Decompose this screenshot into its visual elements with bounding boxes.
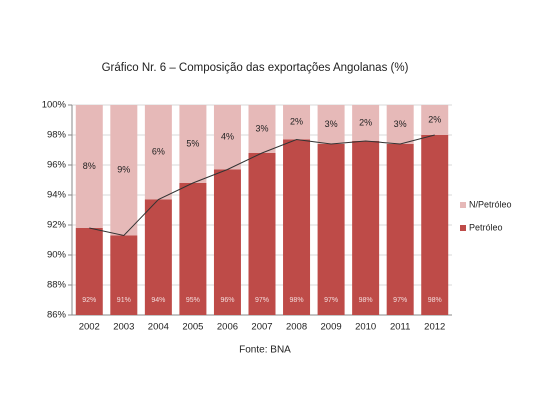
x-tick-label: 2003 xyxy=(113,322,134,333)
bar-segment xyxy=(352,105,380,141)
bar-segment xyxy=(110,105,138,236)
bar-segment xyxy=(213,105,241,170)
y-tick-label: 86% xyxy=(47,310,67,321)
chart-title: Gráfico Nr. 6 – Composição das exportaçõ… xyxy=(102,62,409,74)
bar-segment xyxy=(283,105,311,140)
value-label: 3% xyxy=(255,123,268,133)
legend-label: N/Petróleo xyxy=(469,199,512,209)
value-label: 2% xyxy=(290,117,303,127)
y-tick-label: 92% xyxy=(47,220,67,231)
legend-swatch xyxy=(460,225,466,231)
value-label: 97% xyxy=(393,297,407,304)
bar-segment xyxy=(110,235,138,315)
x-tick-label: 2002 xyxy=(79,322,100,333)
y-tick-label: 94% xyxy=(47,190,67,201)
bar-segment xyxy=(248,105,276,153)
bar-segment xyxy=(386,144,414,315)
bar-segment xyxy=(144,199,172,315)
x-tick-label: 2012 xyxy=(424,322,445,333)
value-label: 95% xyxy=(186,297,200,304)
value-label: 6% xyxy=(152,147,165,157)
x-tick-label: 2009 xyxy=(321,322,342,333)
trend-line xyxy=(89,134,435,237)
y-tick-label: 100% xyxy=(42,100,67,111)
x-tick-label: 2007 xyxy=(251,322,272,333)
x-tick-label: 2006 xyxy=(217,322,238,333)
legend-swatch xyxy=(460,202,466,208)
bar-segment xyxy=(248,153,276,315)
bar-segment xyxy=(75,228,103,315)
y-tick-label: 96% xyxy=(47,160,67,171)
bar-segment xyxy=(179,183,207,315)
value-label: 98% xyxy=(428,297,442,304)
value-label: 2% xyxy=(359,117,372,127)
bar-segment xyxy=(75,105,103,228)
value-label: 8% xyxy=(83,161,96,171)
value-label: 3% xyxy=(394,119,407,129)
y-tick-label: 90% xyxy=(47,250,67,261)
value-label: 92% xyxy=(82,297,96,304)
bar-segment xyxy=(421,135,449,315)
value-label: 91% xyxy=(117,297,131,304)
value-label: 9% xyxy=(117,165,130,175)
value-label: 3% xyxy=(325,119,338,129)
x-tick-label: 2005 xyxy=(182,322,203,333)
x-tick-label: 2010 xyxy=(355,322,376,333)
value-label: 97% xyxy=(255,297,269,304)
bar-segment xyxy=(213,169,241,315)
legend-label: Petróleo xyxy=(469,222,503,232)
value-label: 98% xyxy=(359,297,373,304)
bar-segment xyxy=(317,144,345,315)
y-tick-label: 88% xyxy=(47,280,67,291)
value-label: 96% xyxy=(220,297,234,304)
value-label: 94% xyxy=(151,297,165,304)
bar-segment xyxy=(144,105,172,200)
source: Fonte: BNA xyxy=(239,345,291,356)
value-label: 5% xyxy=(186,138,199,148)
x-tick-label: 2004 xyxy=(148,322,169,333)
bar-segment xyxy=(386,105,414,144)
bar-segment xyxy=(317,105,345,144)
x-tick-label: 2008 xyxy=(286,322,307,333)
bar-segment xyxy=(179,105,207,183)
value-label: 4% xyxy=(221,132,234,142)
value-label: 97% xyxy=(324,297,338,304)
bar-segment xyxy=(352,141,380,315)
bar-segment xyxy=(283,139,311,315)
value-label: 2% xyxy=(428,114,441,124)
bar-segment xyxy=(421,105,449,135)
y-tick-label: 98% xyxy=(47,130,67,141)
x-tick-label: 2011 xyxy=(390,322,410,333)
value-label: 98% xyxy=(290,297,304,304)
